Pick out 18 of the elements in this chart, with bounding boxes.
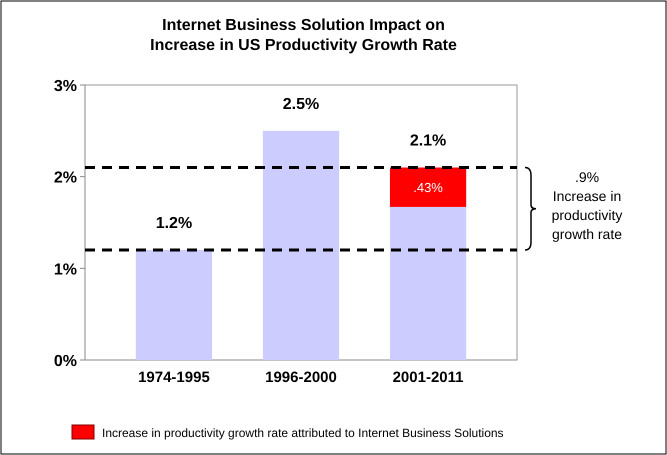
bar — [136, 250, 212, 360]
chart-title: Internet Business Solution Impact on Increase in US Productivity Growth Rate — [150, 17, 457, 54]
total-label: 2.5% — [282, 96, 320, 113]
data-label: .43% — [413, 180, 444, 196]
bar — [262, 130, 340, 360]
total-label: 2.1% — [410, 132, 446, 150]
y-tick-label: 2% — [54, 170, 77, 187]
x-tick-label: 1974-1995 — [138, 369, 210, 386]
text: .9% Increase in productivity growth rate — [552, 168, 622, 242]
x-tick-label: 2001-2011 — [392, 369, 464, 386]
bar — [390, 168, 466, 207]
total-label: 1.2% — [156, 215, 192, 232]
legend-label: Increase in productivity growth rate attributed to Internet Business Solutions — [102, 426, 504, 440]
y-tick-label: 1% — [54, 261, 77, 278]
y-tick-label: 0% — [54, 353, 77, 370]
bar — [390, 206, 466, 360]
y-tick-label: 3% — [54, 78, 77, 95]
x-tick-label: 1996-2000 — [265, 369, 337, 386]
